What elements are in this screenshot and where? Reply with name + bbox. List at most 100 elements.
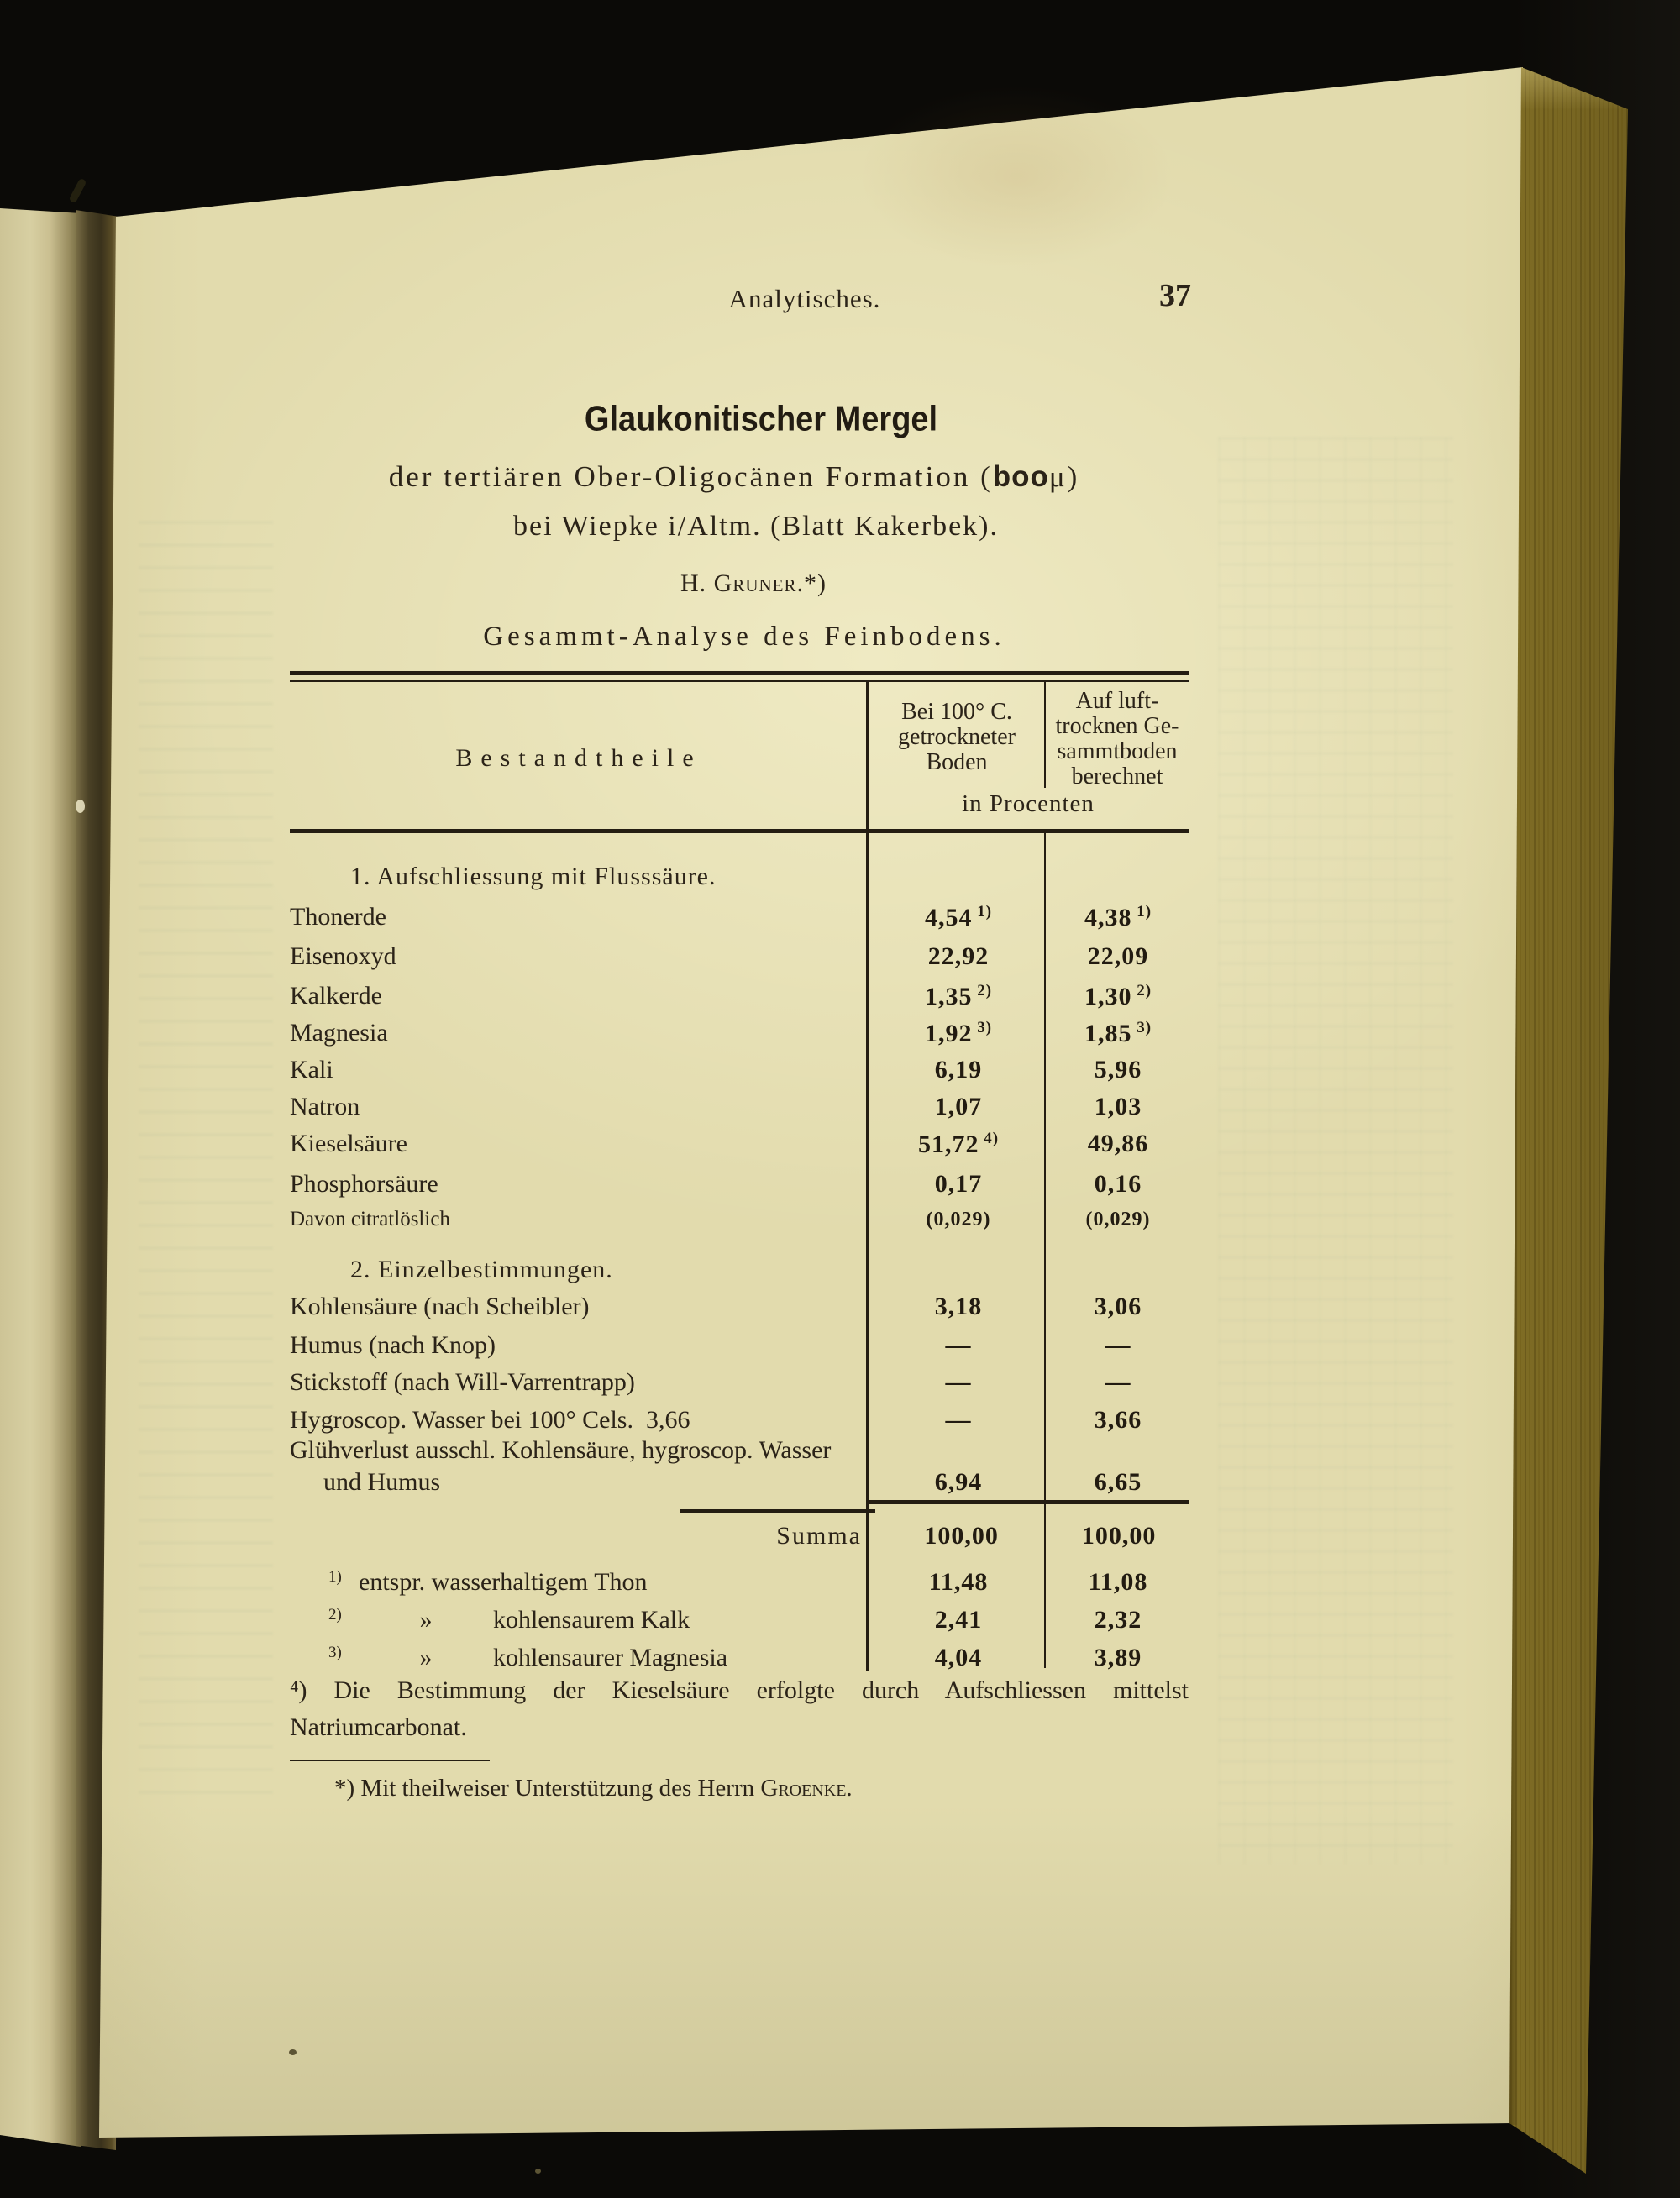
value-text: 11,48: [928, 1568, 989, 1596]
footnote-star-text: *) Mit theilweiser Unterstützung des Her…: [334, 1775, 761, 1802]
table-header-rule: [290, 829, 1189, 833]
table-row: 3) » kohlensaurer Magnesia 4,04 3,89: [290, 1640, 1189, 1676]
column-divider-thin: [1044, 682, 1046, 788]
row-label-zone: Summa: [290, 1522, 874, 1550]
value-text: 5,96: [1094, 1056, 1142, 1083]
row-label-zone: 3) » kohlensaurer Magnesia: [290, 1644, 869, 1673]
table-row: Humus (nach Knop) — —: [290, 1328, 1189, 1363]
map-symbol: boo: [992, 460, 1049, 493]
row-label-zone: Hygroscop. Wasser bei 100° Cels. 3,66: [290, 1406, 869, 1435]
row-label: Kali: [290, 1056, 333, 1083]
summa-rule-left: [680, 1509, 875, 1513]
column-header-line: Bei 100° C.: [901, 699, 1012, 725]
value-airdry: 1,30 2): [1047, 982, 1189, 1011]
value-text: 49,86: [1087, 1130, 1149, 1157]
author-line: H. Gruner.*): [680, 569, 827, 597]
article-title: Glaukonitischer Mergel: [584, 399, 938, 439]
column-header-line: getrockneter: [898, 724, 1016, 750]
units-header: in Procenten: [962, 790, 1095, 817]
table-row: Stickstoff (nach Will-Varrentrapp) — —: [290, 1365, 1189, 1400]
value-dried: 6,94: [869, 1468, 1047, 1497]
value-dried: —: [869, 1368, 1047, 1397]
row-label-zone: Kalkerde: [290, 982, 869, 1010]
table-row: 1. Aufschliessung mit Flusssäure.: [290, 859, 1189, 894]
column-header-bestandtheile: Bestandtheile: [455, 744, 702, 772]
value-dried: 3,18: [869, 1293, 1047, 1321]
row-label: Eisenoxyd: [290, 942, 396, 970]
binding-thread: [68, 177, 87, 204]
value-text: 4,54 1): [924, 902, 993, 931]
footnote-marker: 2): [328, 1605, 342, 1624]
row-label: Davon citratlöslich: [290, 1208, 450, 1230]
row-label: kohlensaurer Magnesia: [493, 1644, 728, 1671]
column-header-dried-soil: Bei 100° C. getrockneter Boden: [869, 700, 1044, 775]
value-text: 1,92 3): [924, 1018, 993, 1047]
subtitle-text: μ): [1048, 460, 1080, 493]
row-label: Kalkerde: [290, 982, 382, 1010]
paper-speck: [535, 2169, 541, 2174]
footnote-row-marker: 2): [290, 1606, 359, 1635]
table-row: Kohlensäure (nach Scheibler) 3,18 3,06: [290, 1289, 1189, 1325]
footnote-marker: 1): [972, 902, 993, 921]
value-airdry: 5,96: [1047, 1056, 1189, 1084]
column-divider-thin: [1044, 833, 1046, 1668]
value-dried: 51,72 4): [869, 1130, 1047, 1159]
value-text: —: [945, 1331, 972, 1359]
table-row: und Humus 6,94 6,65: [290, 1468, 1189, 1503]
show-through-ghost: [139, 521, 273, 1797]
value-airdry: 1,03: [1047, 1093, 1189, 1121]
footnote-star-name: Groenke: [760, 1775, 847, 1802]
row-label-zone: Natron: [290, 1093, 869, 1121]
value-airdry: 49,86: [1047, 1130, 1189, 1158]
row-label-zone: Thonerde: [290, 903, 869, 931]
facing-page-edge: [0, 208, 81, 2147]
footnote-marker: 2): [1131, 981, 1152, 999]
column-header-airdry-soil: Auf luft-trocknen Ge-sammtboden berechnet: [1046, 689, 1189, 789]
row-label: Glühverlust ausschl. Kohlensäure, hygros…: [290, 1436, 832, 1464]
value-airdry: 100,00: [1049, 1522, 1189, 1550]
article-subtitle-1: der tertiären Ober-Oligocänen Formation …: [389, 460, 1080, 494]
row-label-zone: Eisenoxyd: [290, 942, 869, 971]
footnote-marker: 3): [1131, 1018, 1152, 1036]
row-label: Humus (nach Knop): [290, 1331, 496, 1359]
row-label: Hygroscop. Wasser bei 100° Cels. 3,66: [290, 1406, 690, 1434]
page-number: 37: [1159, 278, 1191, 313]
row-label: Kieselsäure: [290, 1130, 407, 1157]
row-label-zone: Phosphorsäure: [290, 1170, 869, 1199]
value-text: (0,029): [926, 1209, 991, 1230]
subtitle-text: der tertiären Ober-Oligocänen Formation …: [388, 460, 993, 493]
row-label: Thonerde: [290, 903, 386, 931]
value-dried: —: [869, 1406, 1047, 1435]
value-text: 3,06: [1094, 1293, 1142, 1320]
table-row: Summa 100,00 100,00: [290, 1519, 1189, 1554]
footnote-marker: 4): [979, 1129, 1000, 1147]
row-label: Natron: [290, 1093, 360, 1120]
value-dried: 1,35 2): [869, 982, 1047, 1011]
table-row: Kali 6,19 5,96: [290, 1052, 1189, 1088]
table-row: Thonerde 4,54 1) 4,38 1): [290, 900, 1189, 935]
footnote-divider: [290, 1760, 490, 1761]
value-text: 51,72 4): [917, 1129, 1000, 1158]
table-row: Natron 1,07 1,03: [290, 1089, 1189, 1125]
row-label-zone: Magnesia: [290, 1019, 869, 1047]
value-airdry: 2,32: [1047, 1606, 1189, 1634]
value-text: 1,85 3): [1084, 1018, 1152, 1047]
value-airdry: 11,08: [1047, 1568, 1189, 1597]
footnote-marker: 3): [328, 1643, 342, 1661]
footnote-marker: 3): [972, 1018, 993, 1036]
value-airdry: —: [1047, 1331, 1189, 1360]
row-label-zone: 1) entspr. wasserhaltigem Thon: [290, 1568, 869, 1597]
value-text: 1,30 2): [1084, 981, 1152, 1010]
ditto-mark: »: [419, 1644, 433, 1671]
footnote-row-marker: 1): [290, 1568, 359, 1597]
table-row: Hygroscop. Wasser bei 100° Cels. 3,66 — 3,…: [290, 1403, 1189, 1438]
value-text: 0,17: [934, 1170, 983, 1198]
show-through-ghost: [1218, 437, 1453, 1865]
value-airdry: 3,66: [1047, 1406, 1189, 1435]
row-label-zone: Davon citratlöslich: [290, 1208, 869, 1231]
value-text: —: [945, 1406, 972, 1434]
table-row: Kalkerde 1,35 2) 1,30 2): [290, 978, 1189, 1014]
value-airdry: 6,65: [1047, 1468, 1189, 1497]
